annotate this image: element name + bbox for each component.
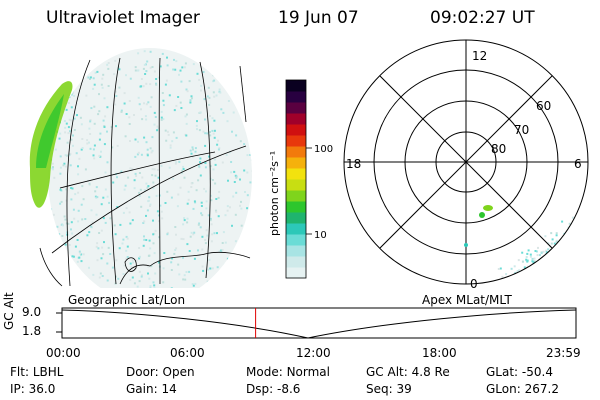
lat-label-60: 60 bbox=[536, 99, 551, 113]
colorbar-cell bbox=[286, 245, 306, 257]
timeline-ylabel: GC Alt bbox=[2, 292, 16, 330]
mlt-label-bottom: 0 bbox=[470, 277, 478, 290]
timeline-xtick-3: 18:00 bbox=[422, 346, 457, 360]
info-label-flt: Flt: bbox=[10, 365, 29, 379]
colorbar-cell bbox=[286, 256, 306, 268]
info-value-ip: 36.0 bbox=[28, 382, 56, 396]
colorbar-cell bbox=[286, 157, 306, 169]
info-label-gcalt: GC Alt: bbox=[366, 365, 408, 379]
uv-image-disc bbox=[48, 48, 252, 288]
colorbar-cell bbox=[286, 91, 306, 103]
colorbar-cell bbox=[286, 267, 306, 279]
info-label-glat: GLat: bbox=[486, 365, 519, 379]
polar-grid bbox=[343, 39, 589, 285]
altitude-curve bbox=[61, 309, 577, 339]
info-label-door: Door: bbox=[126, 365, 159, 379]
info-label-ip: IP: bbox=[10, 382, 25, 396]
right-panel-caption: Apex MLat/MLT bbox=[422, 293, 512, 307]
geographic-image-panel bbox=[29, 48, 252, 288]
mlt-label-top: 12 bbox=[472, 49, 487, 63]
timeline-xtick-4: 23:59 bbox=[546, 346, 581, 360]
colorbar-unit-label: photon cm⁻²s⁻¹ bbox=[268, 151, 281, 236]
colorbar-cell bbox=[286, 135, 306, 147]
timeline-ytick-high: 9.0 bbox=[22, 305, 42, 319]
info-label-glon: GLon: bbox=[486, 382, 521, 396]
colorbar-cell bbox=[286, 113, 306, 125]
timeline-xtick-1: 06:00 bbox=[170, 346, 205, 360]
info-label-gain: Gain: bbox=[126, 382, 158, 396]
colorbar-cell bbox=[286, 102, 306, 114]
colorbar-cell bbox=[286, 179, 306, 191]
colorbar-cell bbox=[286, 234, 306, 246]
info-value-seq: 39 bbox=[396, 382, 412, 396]
timeline-ytick-low: 1.8 bbox=[22, 324, 42, 338]
info-value-flt: LBHL bbox=[32, 365, 64, 379]
lat-label-70: 70 bbox=[514, 123, 529, 137]
info-value-glon: 267.2 bbox=[524, 382, 559, 396]
colorbar-cell bbox=[286, 80, 306, 92]
lat-lon-grid bbox=[51, 57, 247, 287]
timeline-xtick-0: 00:00 bbox=[46, 346, 81, 360]
time-label: 09:02:27 UT bbox=[430, 8, 535, 28]
date-label: 19 Jun 07 bbox=[278, 8, 359, 28]
polar-mlt-panel: 60 70 80 12 18 6 0 bbox=[343, 39, 589, 290]
coastline bbox=[39, 247, 251, 287]
info-label-dsp: Dsp: bbox=[246, 382, 274, 396]
colorbar-cell bbox=[286, 223, 306, 235]
colorbar-cell bbox=[286, 168, 306, 180]
emission-spots bbox=[464, 205, 493, 247]
lat-label-80: 80 bbox=[491, 142, 506, 156]
colorbar-cell bbox=[286, 146, 306, 158]
info-label-mode: Mode: bbox=[246, 365, 283, 379]
colorbar-cell bbox=[286, 190, 306, 202]
mlt-label-right: 6 bbox=[574, 157, 582, 171]
timeline-xtick-2: 12:00 bbox=[296, 346, 331, 360]
colorbar-cell bbox=[286, 124, 306, 136]
mlt-label-left: 18 bbox=[346, 157, 361, 171]
info-value-door: Open bbox=[162, 365, 195, 379]
app-title: Ultraviolet Imager bbox=[46, 8, 200, 28]
colorbar: 100 10 photon cm⁻²s⁻¹ bbox=[268, 79, 333, 279]
colorbar-cell bbox=[286, 201, 306, 213]
info-value-glat: -50.4 bbox=[521, 365, 553, 379]
colorbar-cell bbox=[286, 212, 306, 224]
info-value-gcalt: 4.8 Re bbox=[411, 365, 450, 379]
colorbar-tick-100: 100 bbox=[314, 144, 333, 155]
left-panel-caption: Geographic Lat/Lon bbox=[68, 293, 186, 307]
info-value-gain: 14 bbox=[161, 382, 177, 396]
info-value-mode: Normal bbox=[286, 365, 330, 379]
altitude-timeline bbox=[56, 307, 577, 339]
colorbar-tick-10: 10 bbox=[314, 230, 327, 241]
info-label-seq: Seq: bbox=[366, 382, 393, 396]
info-value-dsp: -8.6 bbox=[276, 382, 301, 396]
